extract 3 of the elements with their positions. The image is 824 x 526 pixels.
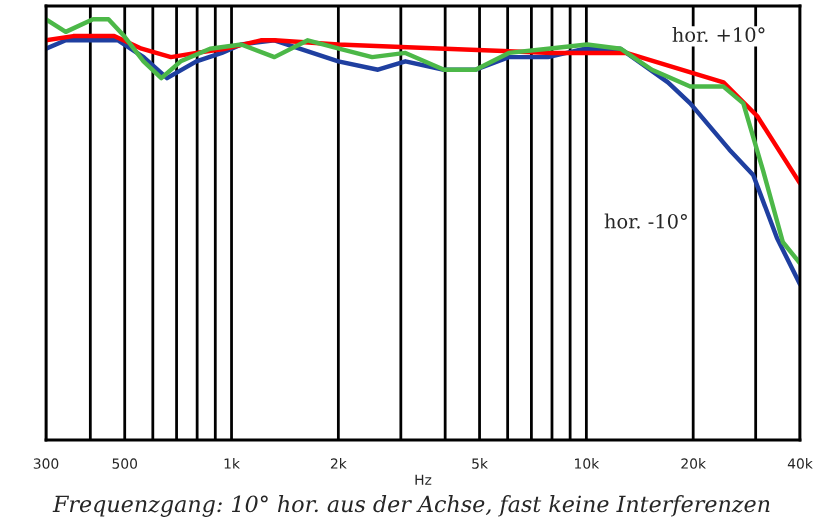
annotation: hor. -10° bbox=[604, 213, 687, 229]
annotation: hor. +10° bbox=[672, 26, 765, 43]
text: Frequenzgang: 10° hor. aus der Achse, fast keine Interferenzen bbox=[52, 495, 770, 517]
